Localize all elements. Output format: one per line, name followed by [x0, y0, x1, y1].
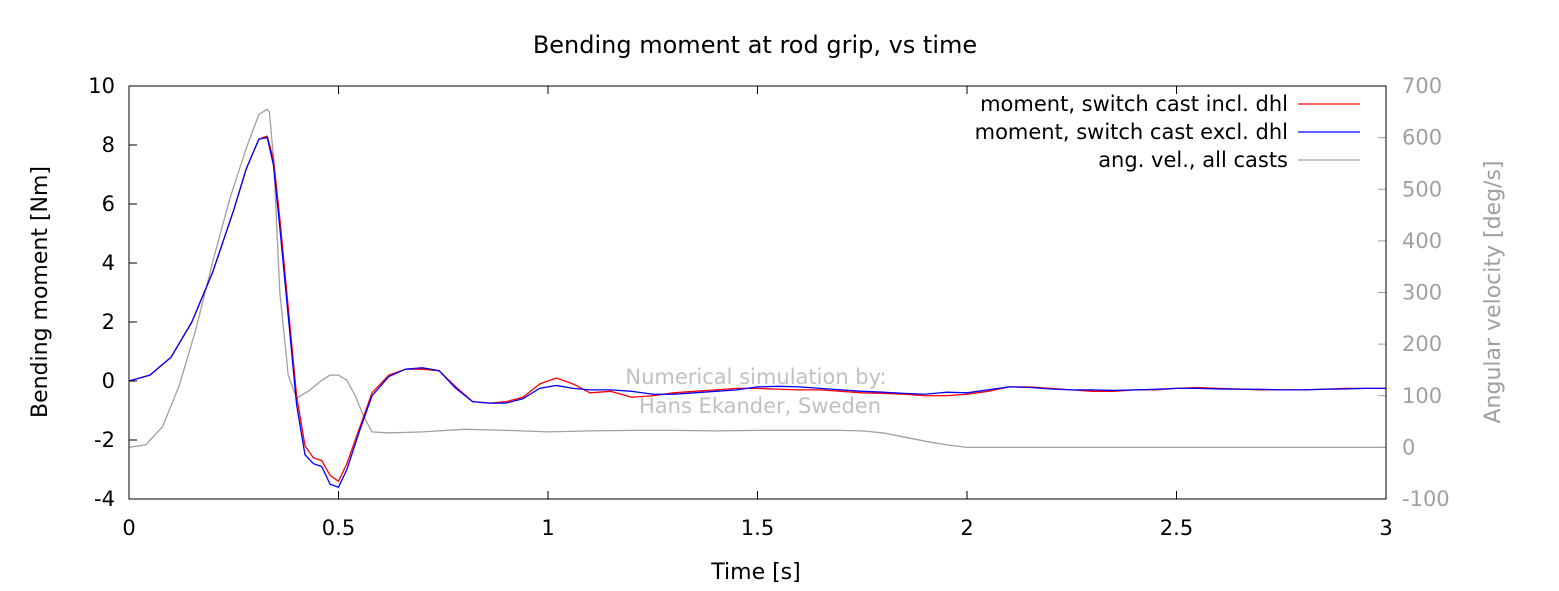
y2-tick-label: 100 [1402, 384, 1442, 408]
x-tick-label: 1 [541, 516, 554, 540]
x-tick-label: 2 [960, 516, 973, 540]
x-axis-label: Time [s] [710, 560, 800, 585]
legend-label-3: ang. vel., all casts [1098, 148, 1288, 172]
y-tick-label: 10 [88, 74, 115, 98]
chart-title: Bending moment at rod grip, vs time [533, 31, 977, 59]
y2-tick-label: -100 [1402, 487, 1450, 511]
y-tick-label: 0 [102, 369, 115, 393]
y-tick-label: 6 [102, 192, 115, 216]
y-axis-label: Bending moment [Nm] [28, 166, 53, 418]
series-line-3 [128, 108, 1386, 449]
y2-tick-label: 500 [1402, 177, 1442, 201]
x-tick-label: 3 [1379, 516, 1392, 540]
ticks-layer: 0 0.5 1 1.5 2 2.5 3 -4 -2 0 2 4 6 8 10 -100 0 100 200 300 40… [88, 74, 1449, 540]
y-tick-label: 2 [102, 310, 115, 334]
y2-tick-label: 600 [1402, 126, 1442, 150]
series-line-1 [128, 135, 1386, 482]
series-line-2 [128, 136, 1386, 488]
watermark-line-2: Hans Ekander, Sweden [639, 394, 881, 418]
plot-frame [128, 85, 1387, 500]
series-layer [128, 108, 1386, 488]
x-tick-label: 0 [122, 516, 135, 540]
legend-label-2: moment, switch cast excl. dhl [975, 120, 1288, 144]
x-tick-label: 1.5 [741, 516, 774, 540]
legend-label-1: moment, switch cast incl. dhl [980, 92, 1288, 116]
y-tick-label: 4 [102, 251, 115, 275]
watermark-annotation: Numerical simulation by: Hans Ekander, S… [625, 365, 886, 418]
y-tick-label: 8 [102, 133, 115, 157]
y2-tick-label: 700 [1402, 74, 1442, 98]
y2-tick-label: 400 [1402, 229, 1442, 253]
watermark-line-1: Numerical simulation by: [625, 365, 886, 389]
y2-tick-label: 200 [1402, 332, 1442, 356]
y-tick-label: -2 [94, 428, 115, 452]
x-tick-label: 2.5 [1160, 516, 1193, 540]
x-tick-label: 0.5 [322, 516, 355, 540]
y2-tick-label: 0 [1402, 435, 1415, 459]
y2-tick-label: 300 [1402, 281, 1442, 305]
y-tick-label: -4 [94, 487, 115, 511]
y2-axis-label: Angular velocity [deg/s] [1481, 160, 1506, 423]
legend: moment, switch cast incl. dhl moment, swi… [975, 92, 1360, 172]
